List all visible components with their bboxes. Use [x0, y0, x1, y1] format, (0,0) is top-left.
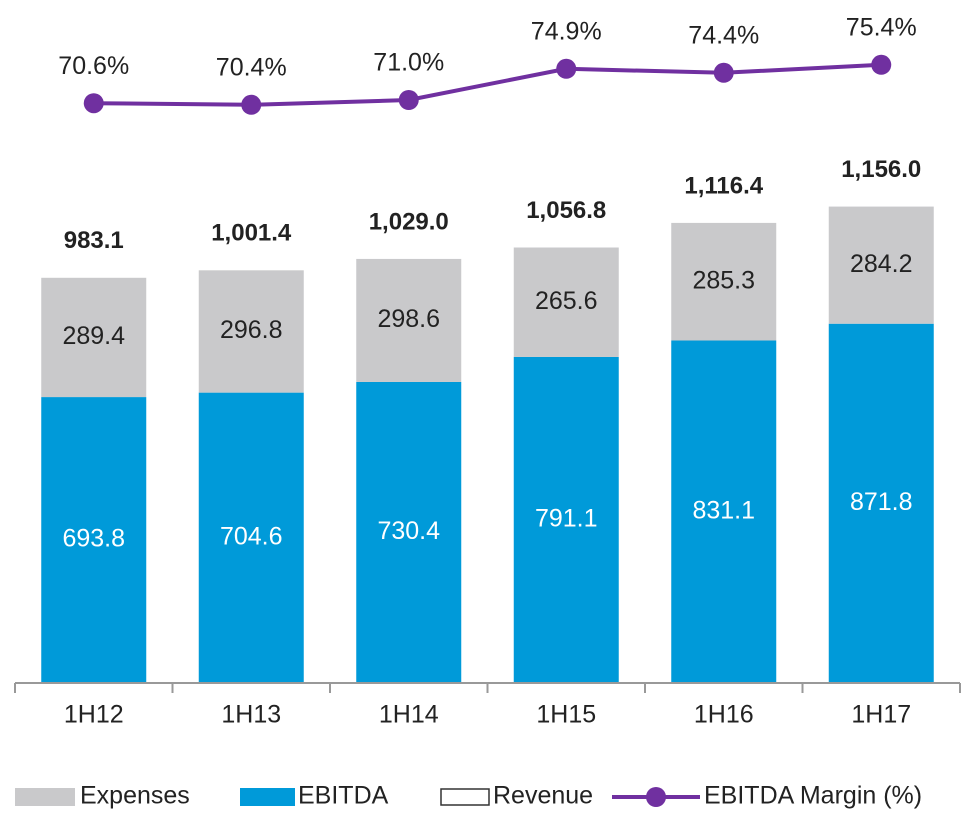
margin-label: 71.0% [373, 49, 444, 77]
x-tick-label: 1H15 [536, 701, 596, 729]
x-tick-label: 1H17 [851, 701, 911, 729]
expenses-label: 284.2 [850, 250, 913, 278]
ebitda-bar [198, 392, 304, 683]
margin-line [93, 62, 882, 107]
margin-label: 75.4% [846, 13, 917, 41]
ebitda-label: 730.4 [377, 517, 440, 545]
margin-label: 70.4% [216, 53, 287, 81]
margin-point [556, 58, 577, 79]
legend-swatch [15, 788, 75, 806]
margin-label: 74.4% [688, 21, 759, 49]
ebitda-label: 871.8 [850, 488, 913, 516]
expenses-bar [356, 258, 462, 382]
x-tick-label: 1H13 [221, 701, 281, 729]
expenses-label: 289.4 [62, 322, 125, 350]
expenses-bar [41, 277, 147, 398]
revenue-label: 1,001.4 [211, 220, 292, 247]
legend-label: EBITDA Margin (%) [704, 782, 922, 810]
legend-label: EBITDA [298, 782, 389, 810]
margin-point [871, 54, 892, 75]
x-tick-label: 1H14 [379, 701, 439, 729]
x-tick-label: 1H16 [694, 701, 754, 729]
legend-swatch [440, 788, 490, 806]
ebitda-label: 693.8 [62, 525, 125, 553]
margin-point [83, 93, 104, 114]
expenses-bar [513, 247, 619, 357]
ebitda-bar [513, 356, 619, 683]
legend-label: Revenue [493, 782, 593, 810]
expenses-label: 265.6 [535, 287, 598, 315]
legend-swatch [240, 788, 295, 806]
revenue-label: 983.1 [64, 227, 124, 254]
revenue-label: 1,029.0 [369, 208, 449, 235]
ebitda-bar [356, 381, 462, 683]
revenue-label: 1,156.0 [841, 156, 921, 183]
expenses-bar [828, 206, 934, 324]
ebitda-label: 791.1 [535, 505, 598, 533]
revenue-label: 1,056.8 [526, 197, 606, 224]
ebitda-label: 831.1 [692, 496, 755, 524]
ebitda-bar [41, 397, 147, 683]
expenses-label: 298.6 [377, 305, 440, 333]
margin-point [398, 90, 419, 110]
expenses-bar [671, 222, 777, 341]
expenses-label: 296.8 [220, 316, 283, 344]
ebitda-bar [671, 340, 777, 683]
legend-label: Expenses [80, 782, 190, 810]
expenses-label: 285.3 [692, 266, 755, 294]
margin-label: 74.9% [531, 17, 602, 45]
revenue-label: 1,116.4 [684, 172, 763, 199]
x-tick-label: 1H12 [64, 701, 124, 729]
ebitda-bar [828, 323, 934, 683]
ebitda-label: 704.6 [220, 522, 283, 550]
legend-swatch [646, 787, 666, 807]
expenses-bar [198, 270, 304, 393]
margin-label: 70.6% [58, 52, 129, 80]
margin-point [241, 94, 262, 115]
margin-point [713, 62, 734, 83]
